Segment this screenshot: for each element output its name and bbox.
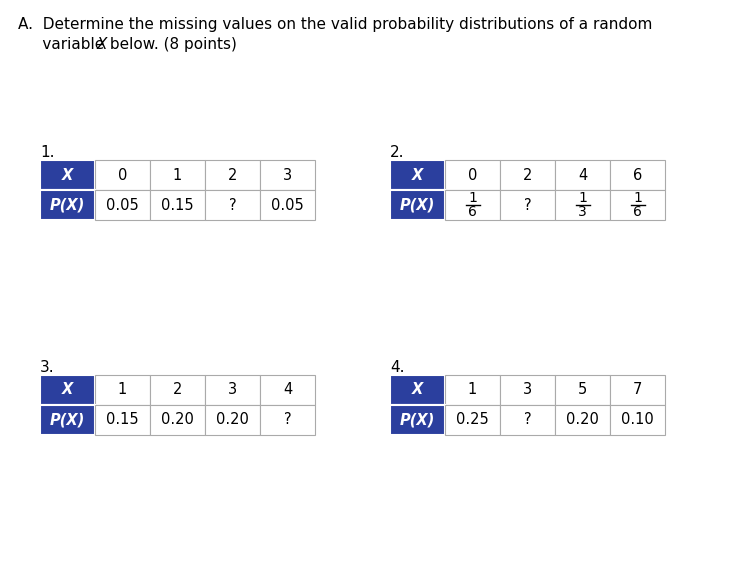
Text: ?: ? — [229, 198, 236, 212]
Bar — [445, 190, 500, 220]
Bar — [390, 190, 445, 220]
Text: 3.: 3. — [40, 360, 55, 375]
Bar — [205, 405, 260, 435]
Text: 0: 0 — [118, 167, 127, 182]
Bar — [500, 190, 555, 220]
Bar — [555, 375, 610, 405]
Text: X: X — [97, 37, 108, 52]
Text: 0.05: 0.05 — [271, 198, 304, 212]
Text: X: X — [412, 383, 423, 398]
Text: 2: 2 — [173, 383, 182, 398]
Text: P(X): P(X) — [50, 412, 85, 428]
Text: 0.10: 0.10 — [621, 412, 654, 428]
Bar — [555, 190, 610, 220]
Text: 6: 6 — [633, 167, 642, 182]
Bar — [390, 405, 445, 435]
Text: 1: 1 — [468, 383, 477, 398]
Bar — [205, 190, 260, 220]
Bar — [95, 160, 150, 190]
Bar — [390, 160, 445, 190]
Text: ?: ? — [524, 412, 531, 428]
Bar — [40, 405, 95, 435]
Text: 1: 1 — [118, 383, 127, 398]
Bar — [150, 375, 205, 405]
Text: 0: 0 — [468, 167, 477, 182]
Bar — [390, 375, 445, 405]
Text: X: X — [62, 383, 73, 398]
Text: X: X — [62, 167, 73, 182]
Bar — [95, 375, 150, 405]
Bar — [610, 160, 665, 190]
Text: A.  Determine the missing values on the valid probability distributions of a ran: A. Determine the missing values on the v… — [18, 17, 652, 32]
Bar — [260, 375, 315, 405]
Text: 1: 1 — [173, 167, 182, 182]
Bar — [500, 160, 555, 190]
Text: P(X): P(X) — [400, 412, 435, 428]
Text: P(X): P(X) — [400, 198, 435, 212]
Bar — [205, 160, 260, 190]
Bar — [555, 160, 610, 190]
Bar — [40, 160, 95, 190]
Text: 1: 1 — [468, 191, 477, 205]
Bar — [95, 190, 150, 220]
Text: 1: 1 — [578, 191, 587, 205]
Text: 0.15: 0.15 — [106, 412, 139, 428]
Text: 1.: 1. — [40, 145, 55, 160]
Bar — [260, 190, 315, 220]
Text: 0.20: 0.20 — [566, 412, 599, 428]
Text: 4: 4 — [283, 383, 292, 398]
Text: 0.20: 0.20 — [216, 412, 249, 428]
Text: 2: 2 — [523, 167, 532, 182]
Text: variable: variable — [18, 37, 109, 52]
Text: 7: 7 — [632, 383, 642, 398]
Bar — [500, 405, 555, 435]
Bar — [40, 190, 95, 220]
Text: 3: 3 — [523, 383, 532, 398]
Bar — [445, 405, 500, 435]
Text: 0.15: 0.15 — [161, 198, 194, 212]
Text: 0.05: 0.05 — [106, 198, 139, 212]
Bar — [610, 405, 665, 435]
Bar — [260, 405, 315, 435]
Bar — [150, 405, 205, 435]
Text: 3: 3 — [578, 205, 587, 219]
Bar — [150, 190, 205, 220]
Bar — [95, 405, 150, 435]
Bar — [610, 375, 665, 405]
Bar — [150, 160, 205, 190]
Text: 5: 5 — [578, 383, 587, 398]
Text: below. (8 points): below. (8 points) — [105, 37, 237, 52]
Bar — [205, 375, 260, 405]
Text: 2: 2 — [228, 167, 237, 182]
Text: P(X): P(X) — [50, 198, 85, 212]
Bar — [555, 405, 610, 435]
Bar — [40, 375, 95, 405]
Text: X: X — [412, 167, 423, 182]
Bar — [500, 375, 555, 405]
Text: ?: ? — [283, 412, 292, 428]
Text: 3: 3 — [283, 167, 292, 182]
Bar — [445, 375, 500, 405]
Text: 6: 6 — [633, 205, 642, 219]
Text: 0.20: 0.20 — [161, 412, 194, 428]
Text: 4.: 4. — [390, 360, 404, 375]
Text: 0.25: 0.25 — [456, 412, 489, 428]
Text: ?: ? — [524, 198, 531, 212]
Text: 1: 1 — [633, 191, 642, 205]
Text: 2.: 2. — [390, 145, 404, 160]
Bar — [610, 190, 665, 220]
Bar — [445, 160, 500, 190]
Text: 3: 3 — [228, 383, 237, 398]
Bar — [260, 160, 315, 190]
Text: 4: 4 — [578, 167, 587, 182]
Text: 6: 6 — [468, 205, 477, 219]
